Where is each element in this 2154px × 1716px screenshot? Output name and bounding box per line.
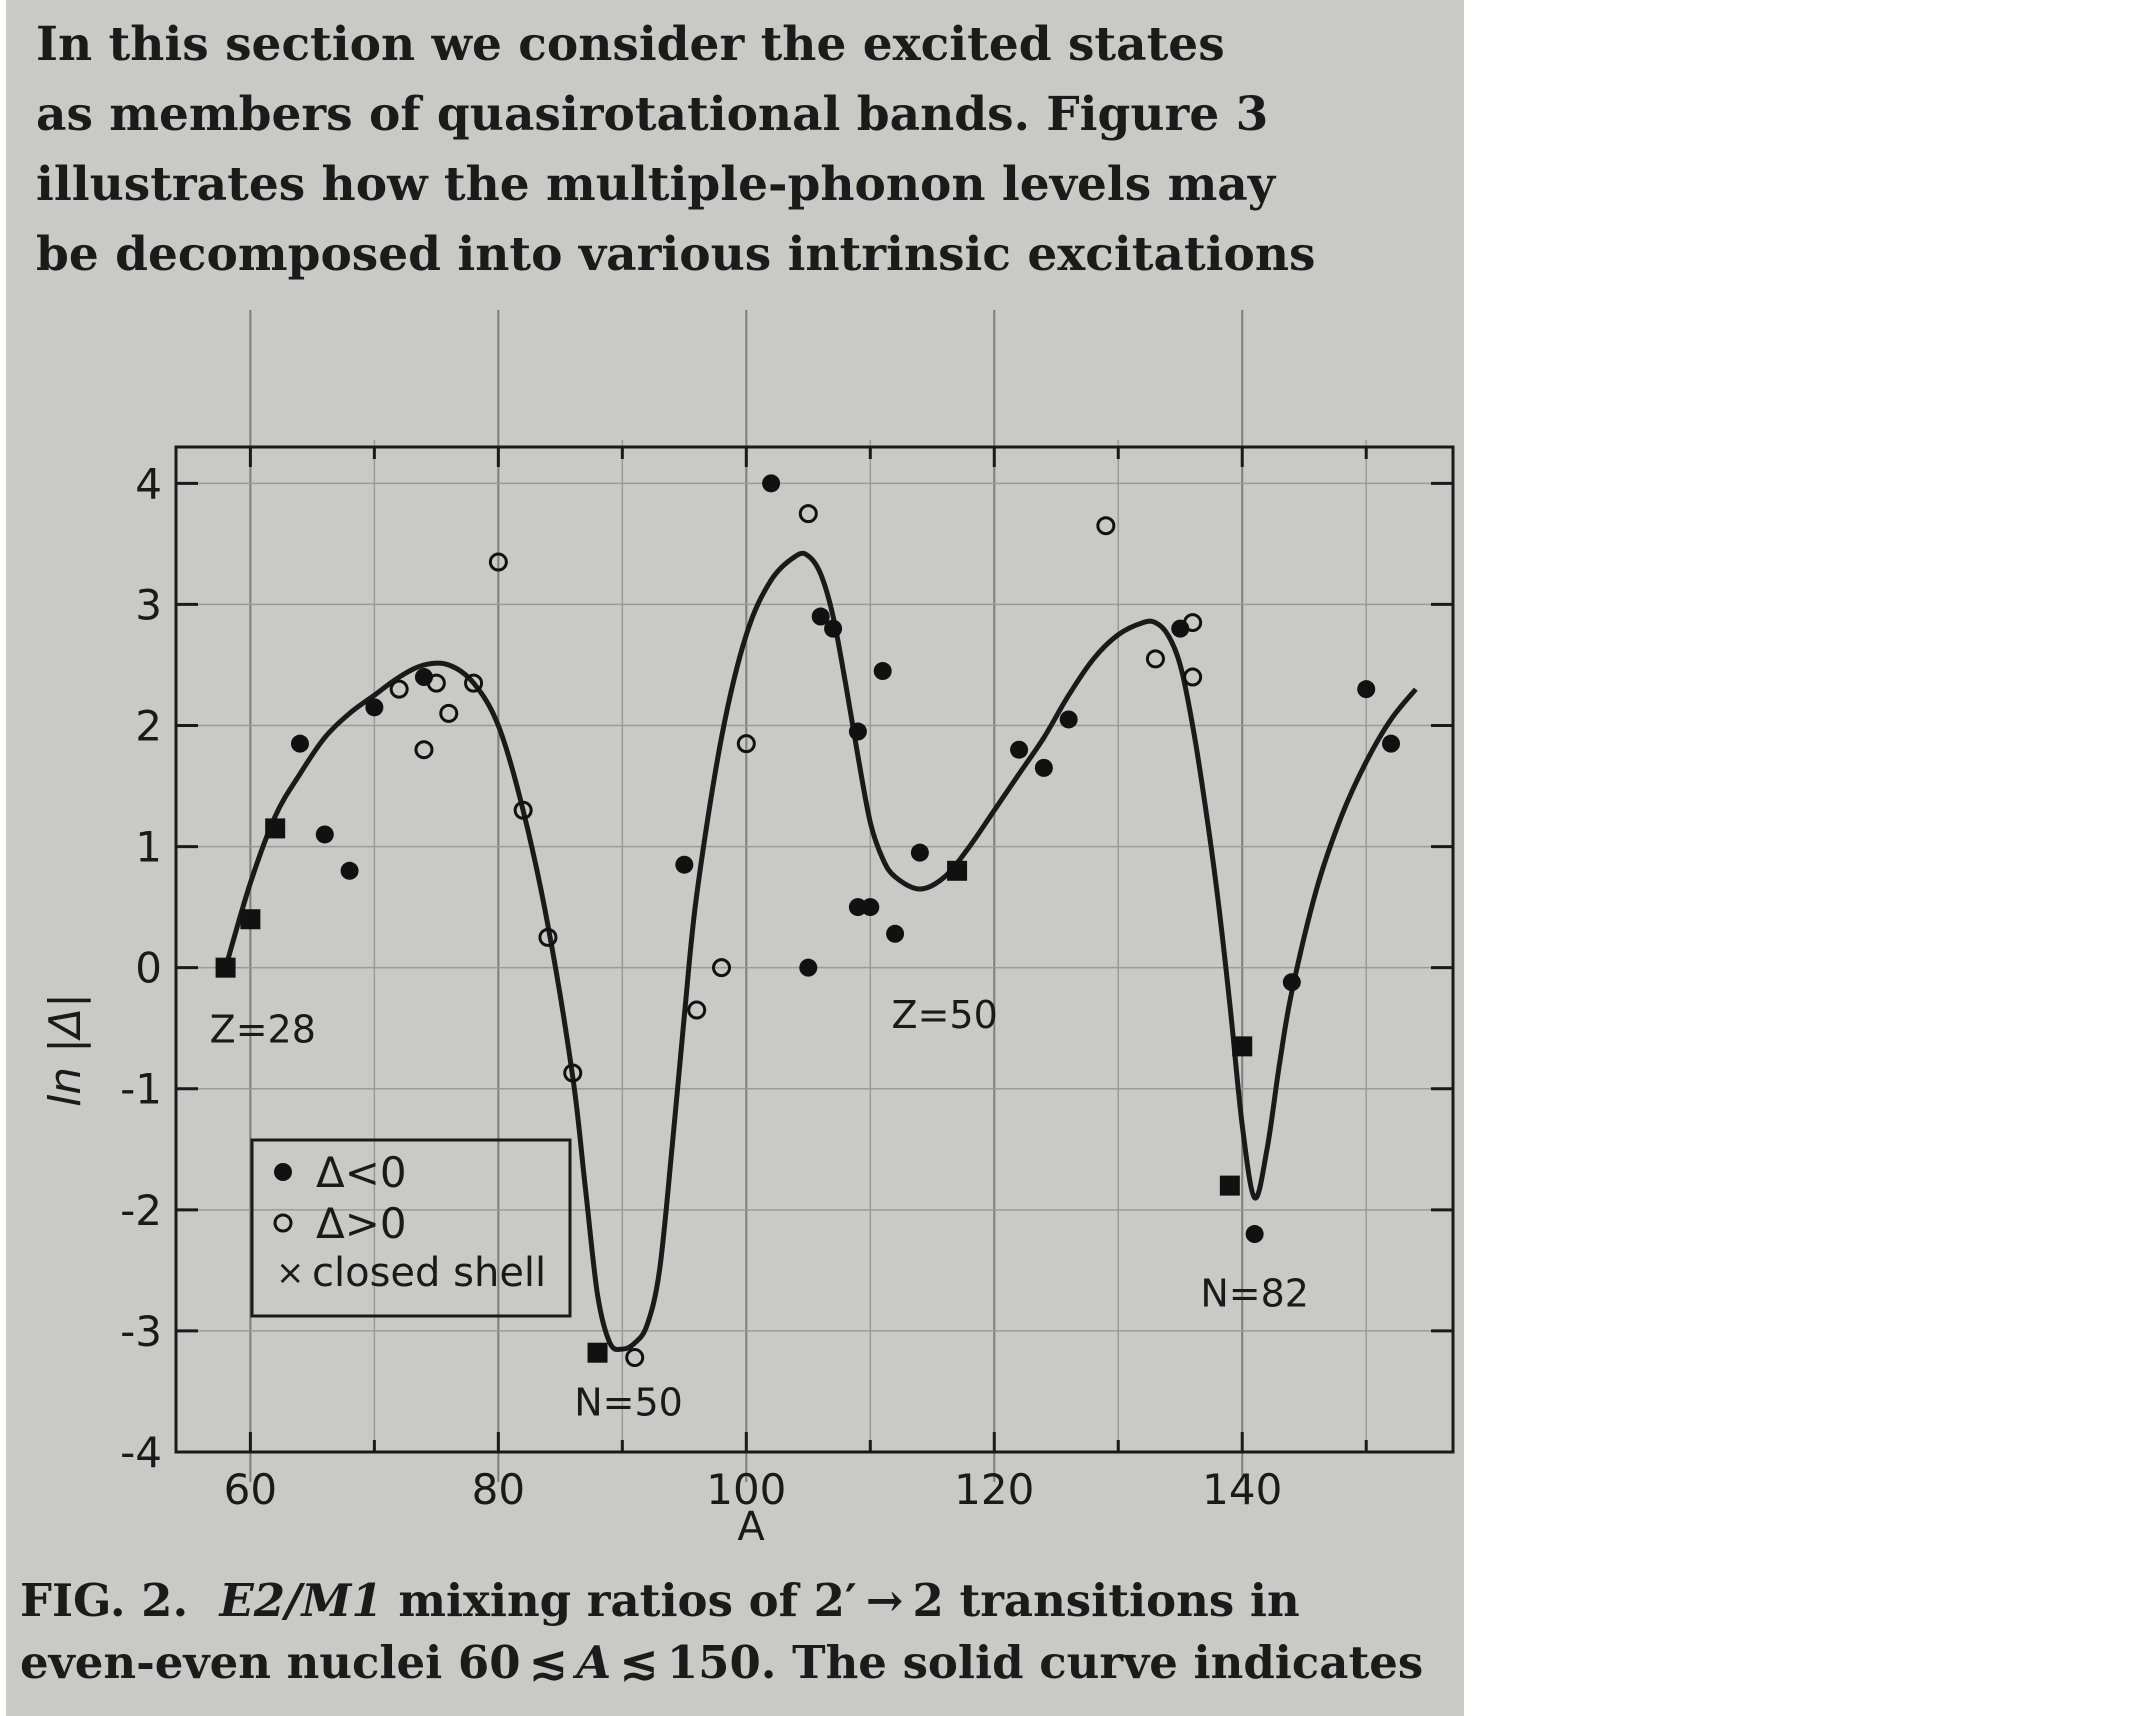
data-point-negative xyxy=(861,898,880,917)
data-point-negative xyxy=(1282,973,1301,992)
caption-text: ≲ 150. The solid curve indicates xyxy=(611,1636,1424,1689)
data-point-positive xyxy=(538,927,558,947)
y-tick-label: 0 xyxy=(135,944,162,993)
body-line: illustrates how the multiple-phonon leve… xyxy=(36,157,1276,212)
y-axis-label: ln |Δ| xyxy=(40,993,91,1107)
legend-box xyxy=(250,1138,572,1318)
caption-line-2: even-even nuclei 60 ≲ A ≲ 150. The solid… xyxy=(20,1632,1460,1694)
data-point-positive xyxy=(1183,613,1203,633)
y-tick-label: 1 xyxy=(135,823,162,872)
caption-em: E2/M1 xyxy=(219,1574,383,1627)
caption-line-1: FIG. 2. E2/M1 mixing ratios of 2′ → 2 tr… xyxy=(20,1570,1460,1632)
annotations: Z=28 Z=50 N=50 N=82 xyxy=(210,993,1309,1424)
data-point-negative xyxy=(762,474,781,493)
data-point-positive xyxy=(625,1348,645,1368)
y-tick-label: 3 xyxy=(135,580,162,629)
data-point-positive xyxy=(1183,667,1203,687)
data-point-positive xyxy=(439,703,459,723)
data-point-negative xyxy=(848,898,867,917)
y-tick-label: 4 xyxy=(135,459,162,508)
data-point-positive xyxy=(1096,516,1116,536)
shell-annotation: N=82 xyxy=(1200,1272,1309,1316)
scanned-page: In this section we consider the excited … xyxy=(6,0,1464,1716)
shell-annotation: N=50 xyxy=(574,1381,683,1425)
data-point-negative xyxy=(315,825,334,844)
legend-open-marker xyxy=(273,1213,293,1233)
x-tick-label: 120 xyxy=(954,1465,1034,1514)
fit-curve xyxy=(223,550,1418,1353)
data-point-closed-shell xyxy=(265,818,286,839)
data-point-negative xyxy=(340,861,359,880)
shell-annotation: Z=28 xyxy=(210,1008,316,1052)
data-point-negative xyxy=(799,958,818,977)
legend-label: Δ<0 xyxy=(316,1148,407,1197)
x-axis-label: A xyxy=(737,1504,765,1550)
data-point-negative xyxy=(873,662,892,681)
x-tick-label: 140 xyxy=(1202,1465,1282,1514)
data-point-negative xyxy=(1034,758,1053,777)
data-point-negative xyxy=(290,734,309,753)
mixing-ratio-figure: 60 80 100 120 140 4 3 2 1 0 -1 -2 -3 -4 Z=28 Z=50 N=50… xyxy=(40,310,1455,1550)
legend-filled-marker xyxy=(274,1163,292,1181)
legend-label: Δ>0 xyxy=(316,1199,407,1248)
data-point-negative xyxy=(1059,710,1078,729)
data-point-positive xyxy=(389,679,409,699)
data-point-positive xyxy=(464,673,484,693)
data-point-negative xyxy=(910,843,929,862)
body-paragraph: In this section we consider the excited … xyxy=(36,10,1446,290)
data-point-positive xyxy=(798,504,818,524)
data-points xyxy=(215,474,1401,1368)
y-tick-label: -4 xyxy=(120,1428,162,1477)
data-point-positive xyxy=(712,958,732,978)
data-point-positive xyxy=(736,734,756,754)
body-line: In this section we consider the excited … xyxy=(36,17,1225,72)
body-line: as members of quasirotational bands. Fig… xyxy=(36,87,1269,142)
y-tick-label: -3 xyxy=(120,1307,162,1356)
data-point-negative xyxy=(1357,680,1376,699)
data-point-positive xyxy=(426,673,446,693)
data-point-positive xyxy=(513,800,533,820)
data-point-positive xyxy=(414,740,434,760)
data-point-positive xyxy=(563,1063,583,1083)
data-point-closed-shell xyxy=(1219,1175,1240,1196)
data-point-negative xyxy=(1245,1225,1264,1244)
caption-text: even-even nuclei 60 ≲ xyxy=(20,1636,577,1689)
data-point-closed-shell xyxy=(240,909,261,930)
figure-caption: FIG. 2. E2/M1 mixing ratios of 2′ → 2 tr… xyxy=(20,1570,1460,1694)
data-point-positive xyxy=(488,552,508,572)
data-point-positive xyxy=(687,1000,707,1020)
data-point-negative xyxy=(886,924,905,943)
data-point-negative xyxy=(848,722,867,741)
legend: Δ<0 Δ>0 × closed shell xyxy=(250,1138,572,1318)
data-point-negative xyxy=(824,619,843,638)
data-point-negative xyxy=(1010,740,1029,759)
data-point-negative xyxy=(811,607,830,626)
plot-frame xyxy=(174,445,1455,1454)
body-line: be decomposed into various intrinsic exc… xyxy=(36,227,1316,282)
plot-border xyxy=(174,445,1455,1454)
data-point-negative xyxy=(1382,734,1401,753)
legend-label: closed shell xyxy=(312,1250,546,1296)
x-tick-label: 80 xyxy=(472,1465,525,1514)
y-axis-ticks: 4 3 2 1 0 -1 -2 -3 -4 xyxy=(120,459,1453,1477)
caption-text: mixing ratios of 2′ → 2 transitions in xyxy=(382,1574,1300,1627)
x-tick-label: 60 xyxy=(224,1465,277,1514)
data-point-closed-shell xyxy=(1232,1036,1253,1057)
caption-em: A xyxy=(576,1636,612,1689)
legend-cross-marker: × xyxy=(276,1253,305,1293)
data-point-closed-shell xyxy=(947,860,968,881)
data-point-closed-shell xyxy=(215,957,236,978)
x-axis-ticks: 60 80 100 120 140 xyxy=(224,447,1368,1514)
y-tick-label: 2 xyxy=(135,701,162,750)
data-point-negative xyxy=(365,698,384,717)
x-tick-label: 100 xyxy=(706,1465,786,1514)
y-tick-label: -2 xyxy=(120,1186,162,1235)
caption-label: FIG. 2. xyxy=(20,1574,189,1627)
shell-annotation: Z=50 xyxy=(892,993,998,1037)
data-point-closed-shell xyxy=(587,1342,608,1363)
data-point-positive xyxy=(1145,649,1165,669)
y-tick-label: -1 xyxy=(120,1065,162,1114)
data-point-negative xyxy=(675,855,694,874)
